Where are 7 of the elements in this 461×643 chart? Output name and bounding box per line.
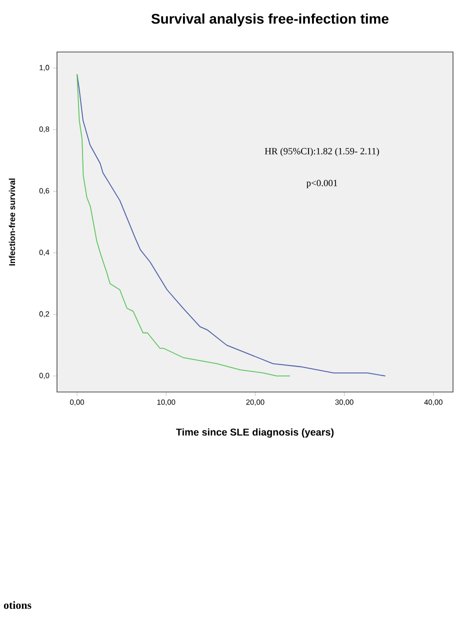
annotation: HR (95%CI):1.82 (1.59- 2.11): [264, 148, 379, 156]
text: otions: [4, 601, 32, 609]
x-axis-title: Time since SLE diagnosis (years): [176, 428, 334, 438]
y-axis-title: Infection-free survival: [8, 178, 16, 266]
line-series: [76, 74, 386, 376]
chart-title: Survival analysis free-infection time: [151, 13, 388, 26]
annotation: p<0.001: [306, 180, 338, 188]
